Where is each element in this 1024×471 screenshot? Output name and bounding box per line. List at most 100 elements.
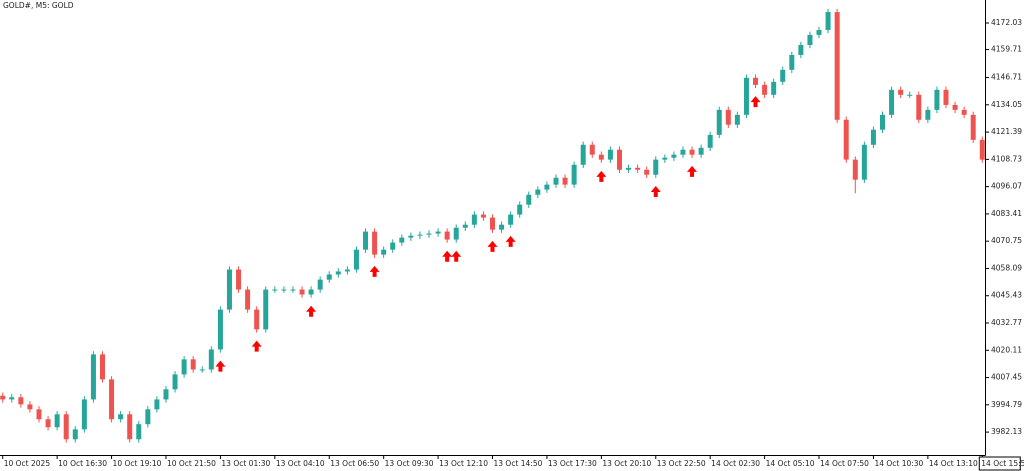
candle-body bbox=[245, 289, 251, 310]
candle-body bbox=[36, 409, 42, 420]
candle-body bbox=[626, 167, 632, 170]
x-tick-label: 13 Oct 14:50 bbox=[494, 459, 543, 468]
candle-body bbox=[580, 144, 586, 165]
candle-body bbox=[308, 289, 314, 295]
candle-body bbox=[725, 109, 731, 125]
candle-body bbox=[499, 224, 505, 230]
candle-body bbox=[870, 129, 876, 145]
x-tick-label: 13 Oct 06:50 bbox=[330, 459, 379, 468]
candle-body bbox=[961, 109, 967, 115]
candle-body bbox=[517, 204, 523, 215]
candle-body bbox=[852, 159, 858, 180]
candle-body bbox=[743, 77, 749, 115]
candle-body bbox=[771, 81, 777, 95]
candle-body bbox=[526, 194, 532, 205]
y-tick-label: 4096.07 bbox=[991, 182, 1022, 191]
candle-body bbox=[916, 94, 922, 120]
candle-body bbox=[644, 169, 650, 175]
y-tick-label: 4108.73 bbox=[991, 154, 1022, 163]
buy-signal-arrow bbox=[369, 265, 380, 277]
candle-body bbox=[698, 147, 704, 155]
candle-body bbox=[589, 144, 595, 155]
x-tick-label: 13 Oct 22:50 bbox=[657, 459, 706, 468]
y-tick-label: 4172.03 bbox=[991, 18, 1022, 27]
x-tick-label: 10 Oct 19:10 bbox=[113, 459, 162, 468]
candle-body bbox=[653, 159, 659, 175]
candle-body bbox=[344, 269, 350, 272]
candle-body bbox=[616, 149, 622, 170]
candle-body bbox=[934, 89, 940, 110]
candle-body bbox=[807, 34, 813, 46]
candle-body bbox=[689, 149, 695, 155]
y-tick-label: 4020.11 bbox=[991, 345, 1022, 354]
buy-signal-arrow bbox=[750, 96, 761, 108]
x-tick-label: 13 Oct 17:30 bbox=[548, 459, 597, 468]
candle-body bbox=[925, 109, 931, 120]
candle-body bbox=[789, 54, 795, 70]
y-tick-label: 4146.71 bbox=[991, 73, 1022, 82]
candle-body bbox=[471, 214, 477, 225]
candle-body bbox=[762, 84, 768, 95]
candle-body bbox=[490, 217, 495, 230]
x-tick-label: 10 Oct 16:30 bbox=[58, 459, 107, 468]
candle-body bbox=[208, 349, 214, 370]
x-tick-label: 10 Oct 21:50 bbox=[167, 459, 216, 468]
candle-body bbox=[444, 231, 450, 240]
x-tick-label: 10 Oct 2025 bbox=[4, 459, 51, 468]
candle-body bbox=[72, 429, 78, 440]
y-tick-label: 4070.75 bbox=[991, 236, 1022, 245]
candle-body bbox=[753, 77, 759, 85]
y-tick-label: 4083.41 bbox=[991, 209, 1022, 218]
candle-body bbox=[263, 289, 269, 330]
y-tick-label: 4045.43 bbox=[991, 291, 1022, 300]
candle-body bbox=[290, 289, 296, 291]
candle-body bbox=[118, 414, 124, 420]
candle-body bbox=[145, 409, 151, 425]
buy-signal-arrow bbox=[487, 240, 498, 252]
candle-body bbox=[707, 134, 713, 148]
candle-body bbox=[798, 45, 804, 55]
candle-body bbox=[54, 414, 60, 428]
candle-body bbox=[27, 404, 33, 410]
candle-body bbox=[979, 139, 985, 160]
candle-body bbox=[109, 379, 115, 420]
candle-body bbox=[335, 271, 341, 275]
y-tick-label: 4121.39 bbox=[991, 127, 1022, 136]
candle-body bbox=[462, 224, 468, 228]
candle-body bbox=[571, 164, 577, 185]
candle-body bbox=[716, 109, 722, 135]
candle-body bbox=[190, 359, 196, 370]
buy-signal-arrow bbox=[215, 360, 226, 372]
candle-body bbox=[453, 227, 459, 240]
candle-body bbox=[861, 144, 867, 180]
y-tick-label: 3982.13 bbox=[991, 427, 1022, 436]
candle-body bbox=[272, 289, 278, 291]
chart-title: GOLD#, M5: GOLD bbox=[3, 1, 74, 10]
candle-body bbox=[390, 242, 396, 250]
candle-body bbox=[81, 399, 87, 430]
candle-body bbox=[199, 369, 205, 371]
x-tick-label: 14 Oct 15:50 bbox=[981, 459, 1024, 468]
candle-body bbox=[408, 235, 414, 238]
candle-body bbox=[607, 149, 613, 160]
candle-body bbox=[127, 414, 133, 440]
candle-body bbox=[99, 354, 105, 380]
x-tick-label: 13 Oct 20:10 bbox=[602, 459, 651, 468]
candle-body bbox=[435, 231, 441, 234]
candle-body bbox=[136, 424, 142, 440]
buy-signal-arrow bbox=[251, 340, 262, 352]
candle-body bbox=[372, 231, 378, 255]
current-time-box bbox=[978, 456, 1021, 471]
candle-body bbox=[154, 399, 160, 410]
x-tick-label: 13 Oct 01:30 bbox=[221, 459, 270, 468]
candle-body bbox=[18, 397, 24, 405]
candle-body bbox=[399, 237, 405, 243]
candle-body bbox=[843, 119, 849, 160]
candle-body bbox=[426, 233, 432, 235]
y-tick-label: 4134.05 bbox=[991, 100, 1022, 109]
candle-body bbox=[381, 249, 387, 255]
candle-body bbox=[662, 157, 668, 160]
candle-body bbox=[317, 279, 323, 290]
